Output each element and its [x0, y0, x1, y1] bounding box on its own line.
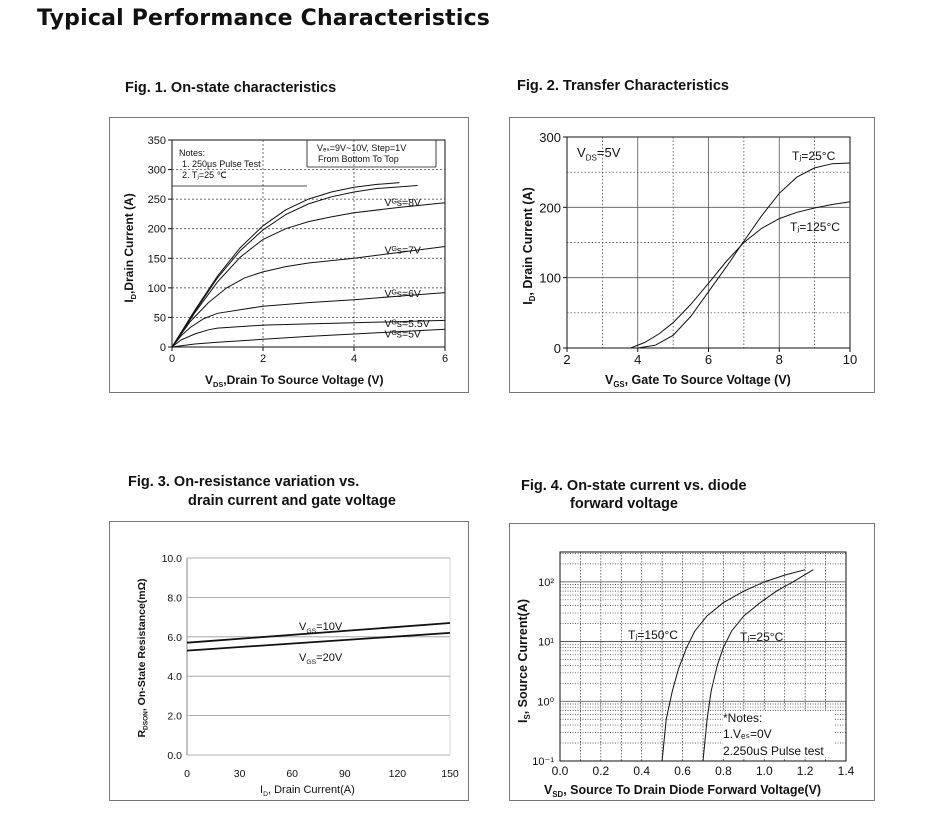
fig3-series-label: VGS=10V	[299, 621, 343, 635]
fig4-xtick-label: 1.4	[838, 764, 855, 778]
fig3-xtick-label: 150	[441, 768, 459, 780]
fig4-notes-line: 2.250uS Pulse test	[723, 744, 824, 758]
fig1-notes-line: 2. Tⱼ=25 ℃	[182, 170, 227, 180]
fig1-xlabel: VDS,Drain To Source Voltage (V)	[205, 373, 384, 389]
fig1-series-line	[171, 202, 446, 348]
fig2-ytick-label: 300	[539, 130, 561, 145]
fig1-ytick-label: 250	[148, 194, 166, 206]
fig3-title-line1: Fig. 3. On-resistance variation vs.	[128, 474, 360, 490]
fig1-xtick-label: 0	[169, 353, 175, 365]
fig2-series-label: Tⱼ=125°C	[790, 220, 840, 234]
fig2-annotation: VDS=5V	[577, 145, 621, 162]
fig3-xtick-label: 120	[389, 768, 407, 780]
fig1-series-label: Vᴳs=7V	[385, 244, 421, 256]
fig2-xtick-label: 2	[563, 352, 570, 367]
fig1-series-label: Vᴳs=5V	[385, 328, 421, 340]
fig4-ytick-label: 10¹	[538, 637, 554, 649]
fig2-frame	[509, 117, 875, 393]
fig2-xlabel: VGS, Gate To Source Voltage (V)	[605, 373, 791, 389]
fig3-ytick-label: 6.0	[167, 632, 182, 644]
fig1-series-line	[171, 319, 446, 348]
fig1-ytick-label: 0	[160, 342, 166, 354]
fig1-series-label: Vᴳs=5.5V	[385, 318, 430, 330]
fig4-title-line1: Fig. 4. On-state current vs. diode	[521, 478, 747, 494]
fig4-xtick-label: 0.6	[674, 764, 691, 778]
fig1-ytick-label: 300	[148, 165, 166, 177]
fig1-step-note: Vₑₛ=9V~10V, Step=1V	[317, 143, 406, 153]
fig3-xlabel: ID, Drain Current(A)	[260, 784, 355, 798]
fig1-series-line	[171, 328, 446, 348]
fig3-xtick-label: 0	[184, 768, 190, 780]
fig4-ytick-label: 10⁰	[537, 696, 554, 708]
fig1-step-note: From Bottom To Top	[318, 154, 399, 164]
fig3-title-line2: drain current and gate voltage	[188, 493, 396, 509]
fig3-series-line	[186, 632, 451, 652]
fig1-ytick-label: 200	[148, 224, 166, 236]
fig1-notes-line: 1. 250μs Pulse Test	[182, 159, 261, 169]
fig1-plot-area	[171, 139, 446, 348]
fig2-ytick-label: 100	[539, 271, 561, 286]
fig2-xtick-label: 10	[843, 352, 857, 367]
fig4-xtick-label: 0.0	[552, 764, 569, 778]
fig2-series-label: Tⱼ=25°C	[792, 149, 836, 163]
fig4-xtick-label: 1.2	[797, 764, 814, 778]
fig1-series-line	[171, 292, 446, 348]
fig4-xtick-label: 0.4	[633, 764, 650, 778]
fig1-xtick-label: 4	[351, 353, 357, 365]
fig2-series-line	[637, 162, 851, 349]
fig4-xtick-label: 1.0	[756, 764, 773, 778]
fig1-series-line	[171, 182, 400, 348]
fig2-ylabel: ID, Drain Current (A)	[521, 187, 537, 304]
fig1-ytick-label: 50	[154, 312, 166, 324]
fig4-notes-box	[723, 711, 835, 757]
fig3-series-line	[186, 622, 451, 644]
fig1-xtick-label: 6	[442, 353, 448, 365]
fig4-series-line	[661, 569, 806, 762]
fig3-series-label: VGS=20V	[299, 652, 343, 666]
fig4-series-label: Tⱼ=150°C	[628, 628, 678, 642]
fig1-series-label: Vᴳs=8V	[385, 197, 421, 209]
fig1-ylabel: ID,Drain Current (A)	[122, 193, 138, 302]
fig4-xtick-label: 0.2	[593, 764, 610, 778]
fig1-series-label: Vᴳs=6V	[385, 288, 421, 300]
fig3-ytick-label: 0.0	[167, 750, 182, 762]
fig2-series-line	[630, 201, 851, 349]
fig1-notes-line: Notes:	[179, 148, 205, 158]
fig2-xtick-label: 8	[776, 352, 783, 367]
fig3-ytick-label: 8.0	[167, 592, 182, 604]
fig4-ytick-label: 10²	[538, 577, 554, 589]
fig1-ytick-label: 150	[148, 253, 166, 265]
fig4-ylabel: IS, Source Current(A)	[516, 599, 532, 723]
fig3-frame	[109, 521, 469, 801]
fig4-series-line	[702, 569, 814, 762]
fig2-ytick-label: 0	[554, 341, 561, 356]
fig4-notes-line: 1.Vₑₛ=0V	[723, 727, 772, 741]
fig1-ytick-label: 350	[148, 135, 166, 147]
fig3-ylabel: RDSON, On-State Resistance(mΩ)	[136, 578, 150, 737]
fig1-series-line	[171, 246, 446, 348]
fig1-series-line	[171, 185, 418, 348]
fig4-xlabel: VSD, Source To Drain Diode Forward Volta…	[544, 783, 821, 799]
fig3-ytick-label: 2.0	[167, 711, 182, 723]
fig4-ytick-label: 10⁻¹	[532, 756, 554, 768]
fig1-ytick-label: 100	[148, 283, 166, 295]
fig4-series-label: Tⱼ=25°C	[740, 630, 784, 644]
fig2-xtick-label: 4	[634, 352, 641, 367]
fig2-ytick-label: 200	[539, 200, 561, 215]
fig2-xtick-label: 6	[705, 352, 712, 367]
fig2-title: Fig. 2. Transfer Characteristics	[517, 78, 729, 94]
fig1-xtick-label: 2	[260, 353, 266, 365]
fig4-title-line2: forward voltage	[570, 496, 678, 512]
fig3-xtick-label: 60	[286, 768, 298, 780]
fig3-xtick-label: 30	[234, 768, 246, 780]
fig4-notes-line: *Notes:	[723, 711, 762, 725]
fig4-xtick-label: 0.8	[715, 764, 732, 778]
fig1-title: Fig. 1. On-state characteristics	[125, 80, 337, 96]
fig3-xtick-label: 90	[339, 768, 351, 780]
fig3-ytick-label: 10.0	[162, 553, 183, 565]
page-title: Typical Performance Characteristics	[37, 6, 491, 31]
fig3-ytick-label: 4.0	[167, 671, 182, 683]
